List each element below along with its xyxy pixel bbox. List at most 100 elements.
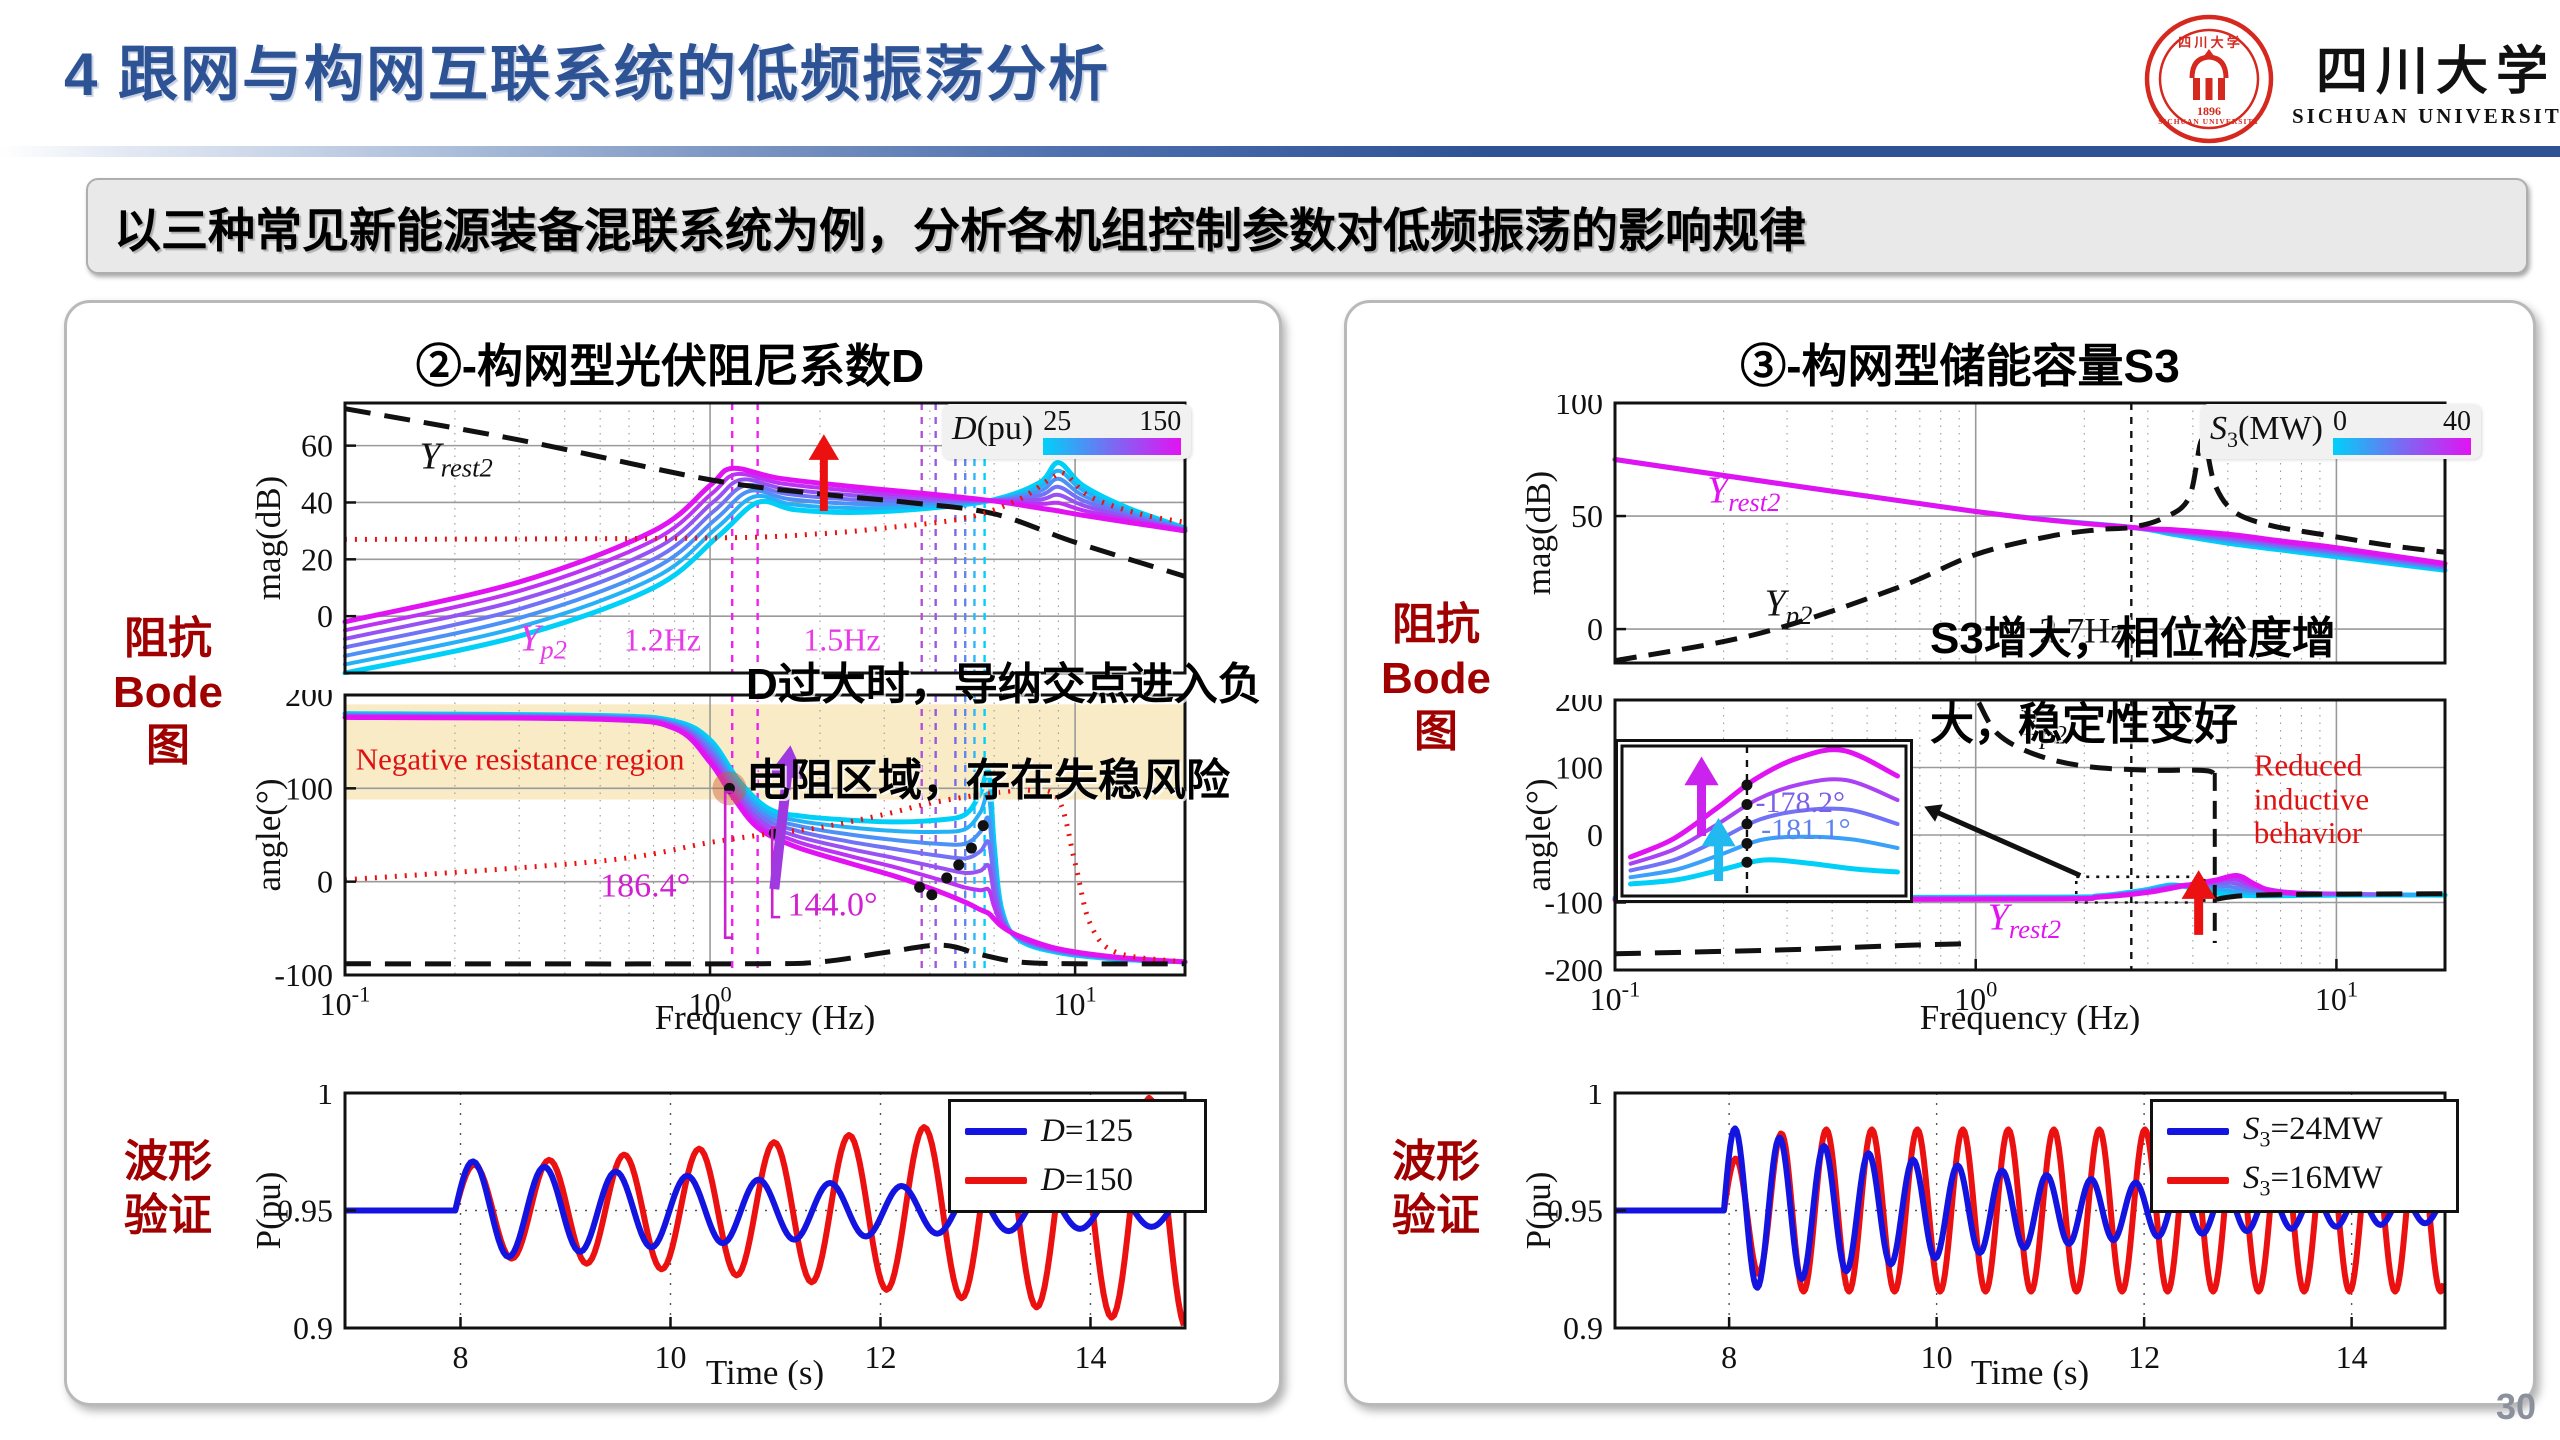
- svg-text:50: 50: [1571, 498, 1603, 534]
- svg-text:-100: -100: [1544, 885, 1603, 921]
- page-title: 4 跟网与构网互联系统的低频振荡分析: [64, 41, 1111, 108]
- svg-text:40: 40: [301, 484, 333, 520]
- svg-text:10-1: 10-1: [1590, 977, 1641, 1017]
- svg-text:mag(dB): mag(dB): [250, 476, 288, 600]
- svg-text:-181.1°: -181.1°: [1761, 813, 1851, 846]
- page-number: 30: [2495, 1386, 2536, 1427]
- legend-swatch: [2167, 1128, 2229, 1135]
- svg-text:Yrest2: Yrest2: [1707, 469, 1780, 516]
- svg-text:Yp2: Yp2: [519, 617, 567, 664]
- legend-item: S3=16MW: [2167, 1160, 2442, 1202]
- svg-text:2.7Hz: 2.7Hz: [2039, 611, 2126, 651]
- svg-text:1.2Hz: 1.2Hz: [624, 621, 701, 657]
- svg-text:Time (s): Time (s): [1971, 1353, 2089, 1390]
- right-callout-line1: S3增大，相位裕度增: [1930, 614, 2336, 663]
- svg-text:inductive: inductive: [2254, 781, 2369, 816]
- svg-text:101: 101: [2315, 977, 2358, 1017]
- svg-text:Time (s): Time (s): [706, 1353, 824, 1390]
- right-wave-legend: S3=24MW S3=16MW: [2150, 1099, 2459, 1213]
- legend-swatch: [2167, 1177, 2229, 1184]
- seal-year: 1896: [2197, 104, 2221, 118]
- svg-text:Frequency (Hz): Frequency (Hz): [1920, 998, 2141, 1035]
- title-divider: [0, 146, 2560, 157]
- svg-text:14: 14: [1075, 1339, 1107, 1375]
- right-bode-magnitude-chart: Yrest2 Yp2 2.7Hz 100 50 0 mag(dB): [1520, 395, 2448, 665]
- svg-text:0: 0: [1587, 817, 1603, 853]
- colorbar-gradient: [1043, 438, 1182, 455]
- d-colorbar-label: D(pu): [952, 410, 1034, 448]
- right-callout-line2: 大，稳定性变好: [1930, 700, 2238, 749]
- colorbar-min: 25: [1043, 406, 1072, 437]
- left-bode-magnitude-chart: Yrest2 Yp2 1.2Hz 1.5Hz 60 40 20 0 mag(dB): [250, 401, 1188, 675]
- svg-text:0.9: 0.9: [293, 1310, 333, 1346]
- legend-label: S3=24MW: [2243, 1110, 2383, 1152]
- left-callout-line2: 电阻区域，存在失稳风险: [746, 756, 1230, 805]
- svg-text:0: 0: [1587, 611, 1603, 647]
- svg-text:-178.2°: -178.2°: [1755, 786, 1845, 819]
- legend-label: D=150: [1041, 1162, 1133, 1198]
- svg-text:0.9: 0.9: [1563, 1310, 1603, 1346]
- svg-text:10: 10: [655, 1339, 687, 1375]
- svg-text:10: 10: [1921, 1339, 1953, 1375]
- svg-text:0.95: 0.95: [1547, 1193, 1603, 1229]
- svg-text:angle(°): angle(°): [250, 778, 288, 891]
- left-panel-title: ②-构网型光伏阻尼系数D: [415, 340, 925, 392]
- svg-text:60: 60: [301, 428, 333, 464]
- university-name: 四川大学 SICHUAN UNIVERSITY: [2292, 29, 2560, 129]
- svg-text:0: 0: [317, 598, 333, 634]
- left-bode-side-label: 阻抗 Bode 图: [113, 614, 223, 771]
- svg-text:100: 100: [1555, 750, 1603, 786]
- svg-text:0.95: 0.95: [277, 1193, 333, 1229]
- svg-text:8: 8: [1721, 1339, 1737, 1375]
- svg-text:Negative resistance region: Negative resistance region: [356, 742, 685, 777]
- university-name-cn: 四川大学: [2315, 44, 2556, 101]
- legend-swatch: [965, 1177, 1027, 1184]
- right-angle-inset-chart: -178.2°-181.1°: [1615, 739, 1913, 903]
- seal-bottom-text: SICHUAN UNIVERSITY: [2158, 117, 2260, 126]
- svg-text:20: 20: [301, 541, 333, 577]
- svg-text:angle(°): angle(°): [1520, 778, 1558, 891]
- subtitle-text: 以三种常见新能源装备混联系统为例，分析各机组控制参数对低频振荡的影响规律: [114, 203, 1806, 257]
- svg-text:0: 0: [317, 864, 333, 900]
- legend-item: D=125: [965, 1113, 1190, 1150]
- left-bode-angle-chart: Negative resistance region 186.4° 144.0° 20…: [250, 690, 1188, 1035]
- svg-text:Yp2: Yp2: [2019, 702, 2067, 749]
- d-colorbar-legend: D(pu) 25 150: [942, 404, 1192, 459]
- svg-text:1: 1: [1587, 1085, 1603, 1111]
- colorbar-max: 40: [2442, 406, 2471, 437]
- svg-text:10-1: 10-1: [320, 982, 371, 1022]
- colorbar-min: 0: [2332, 406, 2347, 437]
- svg-text:-100: -100: [274, 957, 333, 993]
- svg-text:P(pu): P(pu): [1520, 1172, 1558, 1250]
- svg-text:mag(dB): mag(dB): [1520, 471, 1558, 595]
- svg-text:Frequency (Hz): Frequency (Hz): [655, 998, 876, 1035]
- svg-text:-200: -200: [1544, 952, 1603, 988]
- svg-text:12: 12: [2128, 1339, 2160, 1375]
- svg-text:100: 100: [1555, 395, 1603, 421]
- svg-text:200: 200: [1555, 695, 1603, 718]
- svg-text:1: 1: [317, 1085, 333, 1111]
- svg-text:100: 100: [285, 770, 333, 806]
- s3-colorbar-legend: S3(MW) 0 40: [2200, 404, 2481, 459]
- left-waveform-chart: 1 0.95 0.9 8 10 12 14 Time (s) P(pu): [250, 1085, 1187, 1390]
- left-wave-legend: D=125 D=150: [948, 1099, 1207, 1213]
- s3-colorbar-label: S3(MW): [2210, 410, 2323, 452]
- svg-text:P(pu): P(pu): [250, 1172, 288, 1250]
- svg-text:14: 14: [2336, 1339, 2368, 1375]
- svg-text:Yp2: Yp2: [1765, 583, 1813, 630]
- svg-text:100: 100: [1954, 977, 1997, 1017]
- svg-text:12: 12: [865, 1339, 897, 1375]
- left-wave-side-label: 波形 验证: [124, 1137, 212, 1240]
- right-bode-side-label: 阻抗 Bode 图: [1381, 600, 1491, 757]
- svg-text:Yrest2: Yrest2: [1988, 897, 2061, 944]
- legend-swatch: [965, 1128, 1027, 1135]
- svg-text:1.5Hz: 1.5Hz: [803, 621, 880, 657]
- svg-text:Yrest2: Yrest2: [420, 435, 493, 482]
- university-logo: 四 川 大 学 1896 SICHUAN UNIVERSITY 四川大学 SIC…: [2142, 12, 2560, 146]
- svg-text:144.0°: 144.0°: [788, 886, 878, 923]
- legend-item: D=150: [965, 1162, 1190, 1199]
- legend-item: S3=24MW: [2167, 1111, 2442, 1153]
- subtitle-bar: 以三种常见新能源装备混联系统为例，分析各机组控制参数对低频振荡的影响规律: [86, 178, 2528, 274]
